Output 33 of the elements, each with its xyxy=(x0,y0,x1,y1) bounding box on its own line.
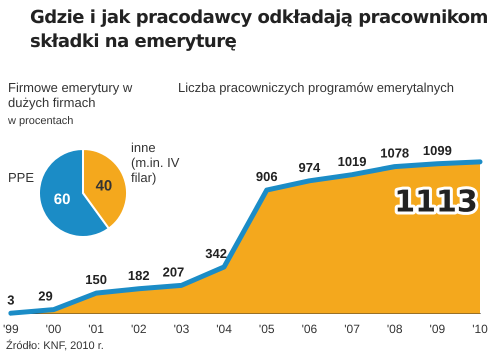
slice-label: PPE xyxy=(8,170,34,185)
x-tick-label: '06 xyxy=(302,322,318,336)
data-label: 29 xyxy=(38,288,53,304)
data-label: 342 xyxy=(205,246,227,262)
data-label: 1019 xyxy=(338,154,367,169)
chart-subtitle: w procentach xyxy=(8,115,74,127)
x-tick-label: '04 xyxy=(216,322,232,336)
data-label: 1099 xyxy=(422,142,452,158)
text: Źródło: KNF, 2010 r. xyxy=(6,340,104,352)
data-label: 1078 xyxy=(380,146,410,161)
data-label: 207 xyxy=(162,264,184,280)
text: Gdzie i jak pracodawcy odkładają pracownikom składki na emeryturę xyxy=(30,6,489,54)
data-label: 1113 xyxy=(394,184,478,220)
x-tick-label: '09 xyxy=(430,322,446,336)
x-tick-label: '00 xyxy=(46,322,62,336)
data-label: 150 xyxy=(85,272,107,288)
x-tick-label: '07 xyxy=(344,322,360,336)
x-tick-label: '99 xyxy=(3,322,19,336)
x-tick-label: '03 xyxy=(174,322,190,336)
data-label: 40 xyxy=(96,177,112,194)
x-tick-label: '10 xyxy=(472,322,488,336)
x-tick-label: '02 xyxy=(130,322,147,336)
data-label: 182 xyxy=(128,268,150,283)
slice-label: inne (m.in. IV filar) xyxy=(131,140,180,185)
chart-title: Liczba pracowniczych programów emerytalnych xyxy=(178,80,454,95)
x-tick-label: '01 xyxy=(88,322,104,336)
data-label: 60 xyxy=(54,190,70,208)
data-label: 974 xyxy=(298,160,321,175)
data-label: 906 xyxy=(256,169,278,184)
x-tick-label: '08 xyxy=(386,322,403,336)
chart-title: Firmowe emerytury w dużych firmach xyxy=(8,80,134,110)
data-label: 3 xyxy=(7,292,14,308)
x-tick-label: '05 xyxy=(258,322,275,336)
